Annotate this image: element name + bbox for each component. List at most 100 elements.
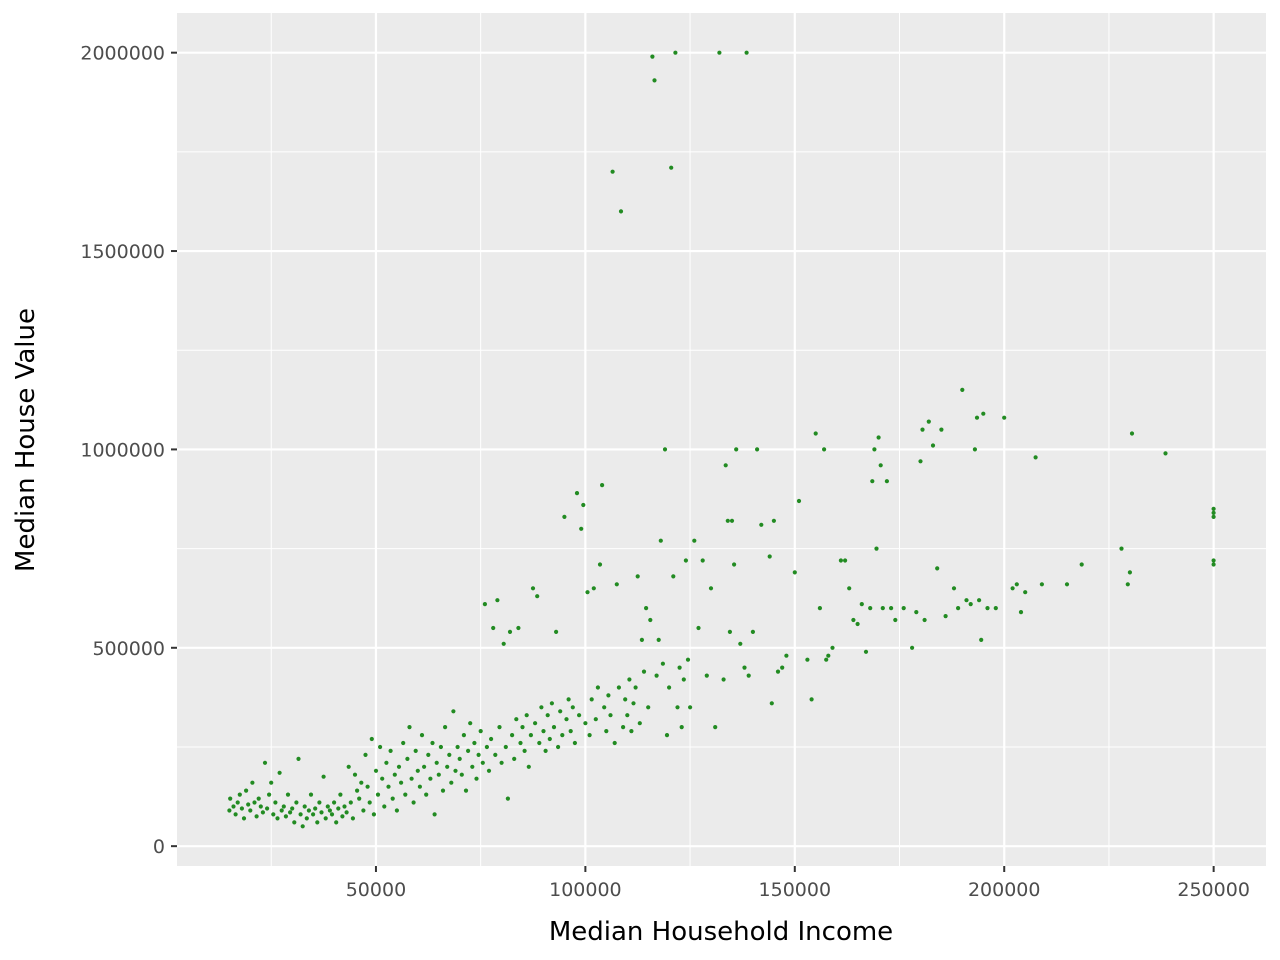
data-point xyxy=(350,816,355,821)
data-point xyxy=(241,816,247,821)
data-point xyxy=(851,617,856,623)
data-point xyxy=(641,669,647,674)
data-point xyxy=(847,586,852,591)
data-point xyxy=(817,606,823,611)
data-point xyxy=(1211,562,1216,567)
data-point xyxy=(352,772,358,777)
data-point xyxy=(419,733,425,738)
data-point xyxy=(507,629,513,635)
data-point xyxy=(484,744,489,750)
data-point xyxy=(474,776,479,781)
data-point xyxy=(872,447,877,452)
data-point xyxy=(281,804,286,809)
data-point xyxy=(233,812,238,817)
data-point xyxy=(501,641,506,646)
data-point xyxy=(265,806,270,811)
data-point xyxy=(593,717,598,722)
data-point xyxy=(1002,415,1007,420)
data-point xyxy=(480,760,485,765)
data-point xyxy=(610,169,615,174)
data-point xyxy=(918,459,923,464)
data-point xyxy=(679,725,684,730)
data-point xyxy=(390,796,395,801)
data-point xyxy=(235,800,240,805)
data-point xyxy=(960,387,965,392)
data-point xyxy=(296,756,301,762)
x-tick-label: 250000 xyxy=(1177,879,1250,901)
data-point xyxy=(943,614,948,619)
data-point xyxy=(1211,506,1216,511)
data-point xyxy=(432,812,437,817)
data-point xyxy=(652,78,657,83)
data-point xyxy=(750,629,756,635)
data-point xyxy=(315,820,320,825)
data-point xyxy=(708,586,714,591)
data-point xyxy=(574,491,580,496)
data-point xyxy=(237,792,242,797)
data-point xyxy=(434,760,439,765)
data-point xyxy=(759,522,764,527)
data-point xyxy=(269,780,274,785)
data-point xyxy=(564,717,569,722)
data-point xyxy=(445,764,450,769)
data-point xyxy=(725,518,730,523)
data-point xyxy=(979,637,984,643)
data-point xyxy=(401,740,406,746)
data-point xyxy=(1033,455,1038,460)
data-point xyxy=(539,705,544,710)
data-point xyxy=(409,776,414,781)
data-point xyxy=(822,447,827,452)
data-point xyxy=(664,733,670,738)
data-point xyxy=(417,784,422,789)
data-point xyxy=(290,806,295,811)
data-point xyxy=(920,427,925,432)
data-point xyxy=(285,792,291,797)
data-point xyxy=(267,792,272,797)
data-point xyxy=(323,816,328,821)
grid-major xyxy=(177,13,1266,866)
data-point xyxy=(461,733,466,738)
data-point xyxy=(662,447,668,452)
data-point xyxy=(346,764,351,769)
data-point xyxy=(491,625,496,631)
data-point xyxy=(246,802,251,807)
data-point xyxy=(369,736,374,742)
data-point xyxy=(843,558,848,563)
data-point xyxy=(300,824,305,829)
data-point xyxy=(311,812,316,817)
data-point xyxy=(910,645,915,650)
data-point xyxy=(685,657,691,662)
data-point xyxy=(317,800,322,805)
data-point xyxy=(746,673,751,678)
data-point xyxy=(424,792,429,797)
data-point xyxy=(325,804,330,809)
data-point xyxy=(392,772,397,777)
grid-minor xyxy=(177,13,1266,866)
data-point xyxy=(669,165,674,170)
data-point xyxy=(489,736,494,742)
data-point xyxy=(436,772,441,777)
data-point xyxy=(692,538,697,543)
data-point xyxy=(558,709,563,714)
data-point xyxy=(384,760,389,765)
data-point xyxy=(870,479,875,484)
data-point xyxy=(304,816,309,821)
data-point xyxy=(658,538,663,543)
data-point xyxy=(455,744,460,750)
data-point xyxy=(250,780,255,785)
data-point xyxy=(306,808,311,813)
data-point xyxy=(612,740,617,746)
data-point xyxy=(591,586,596,591)
data-point xyxy=(482,602,487,607)
data-point xyxy=(547,736,552,742)
data-point xyxy=(530,586,536,591)
data-point xyxy=(453,768,458,773)
data-point xyxy=(922,617,927,623)
data-point xyxy=(1023,590,1028,595)
x-tick-label: 50000 xyxy=(346,879,406,901)
data-point xyxy=(648,617,653,623)
y-axis-title: Median House Value xyxy=(11,308,41,572)
data-point xyxy=(342,804,347,809)
data-point xyxy=(556,744,561,750)
data-point xyxy=(466,748,471,754)
